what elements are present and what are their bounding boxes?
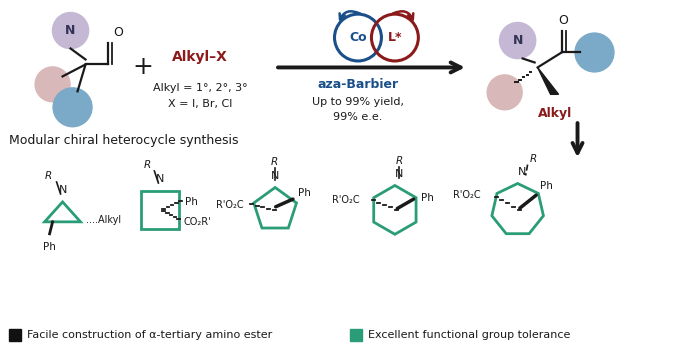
Text: Alkyl = 1°, 2°, 3°: Alkyl = 1°, 2°, 3° <box>153 83 247 93</box>
Text: R: R <box>530 153 537 164</box>
Text: R'O₂C: R'O₂C <box>453 190 481 201</box>
Text: N: N <box>156 174 164 184</box>
Text: Co: Co <box>349 31 366 44</box>
Text: N: N <box>395 168 403 178</box>
Text: N: N <box>271 171 279 181</box>
Text: +: + <box>132 55 153 79</box>
Text: R'O₂C: R'O₂C <box>332 195 360 205</box>
Text: Alkyl: Alkyl <box>538 107 572 120</box>
Text: R: R <box>45 171 52 181</box>
Text: Modular chiral heterocycle synthesis: Modular chiral heterocycle synthesis <box>9 134 238 147</box>
Text: N: N <box>512 34 523 47</box>
Text: R: R <box>144 160 151 170</box>
Text: L*: L* <box>388 31 402 44</box>
Text: aza-Barbier: aza-Barbier <box>317 78 399 91</box>
Text: Facile construction of α-tertiary amino ester: Facile construction of α-tertiary amino … <box>27 331 272 340</box>
Text: Ph: Ph <box>299 188 312 198</box>
Text: O: O <box>114 26 123 38</box>
Circle shape <box>575 33 614 72</box>
Circle shape <box>499 22 536 59</box>
Text: Ph: Ph <box>43 242 56 252</box>
Text: CO₂R': CO₂R' <box>184 217 211 227</box>
Circle shape <box>487 75 522 110</box>
Text: R'O₂C: R'O₂C <box>216 200 243 210</box>
Text: R: R <box>395 156 403 165</box>
Text: N: N <box>58 185 66 195</box>
Text: N: N <box>517 167 526 177</box>
Text: N: N <box>65 24 76 37</box>
Text: Ph: Ph <box>421 193 434 203</box>
Circle shape <box>53 88 92 127</box>
Circle shape <box>53 13 88 49</box>
Text: Ph: Ph <box>540 181 553 191</box>
Text: Up to 99% yield,: Up to 99% yield, <box>312 97 404 107</box>
Bar <box>9 329 21 341</box>
Text: 99% e.e.: 99% e.e. <box>334 112 383 122</box>
Text: Excellent functional group tolerance: Excellent functional group tolerance <box>368 331 571 340</box>
Polygon shape <box>538 67 558 94</box>
Circle shape <box>35 67 70 102</box>
Text: O: O <box>558 14 569 26</box>
Text: Alkyl–X: Alkyl–X <box>173 50 228 64</box>
Text: R: R <box>271 156 277 167</box>
Text: Ph: Ph <box>186 197 198 207</box>
Text: ....Alkyl: ....Alkyl <box>86 215 121 225</box>
Bar <box>350 329 362 341</box>
Text: X = I, Br, Cl: X = I, Br, Cl <box>168 99 232 109</box>
